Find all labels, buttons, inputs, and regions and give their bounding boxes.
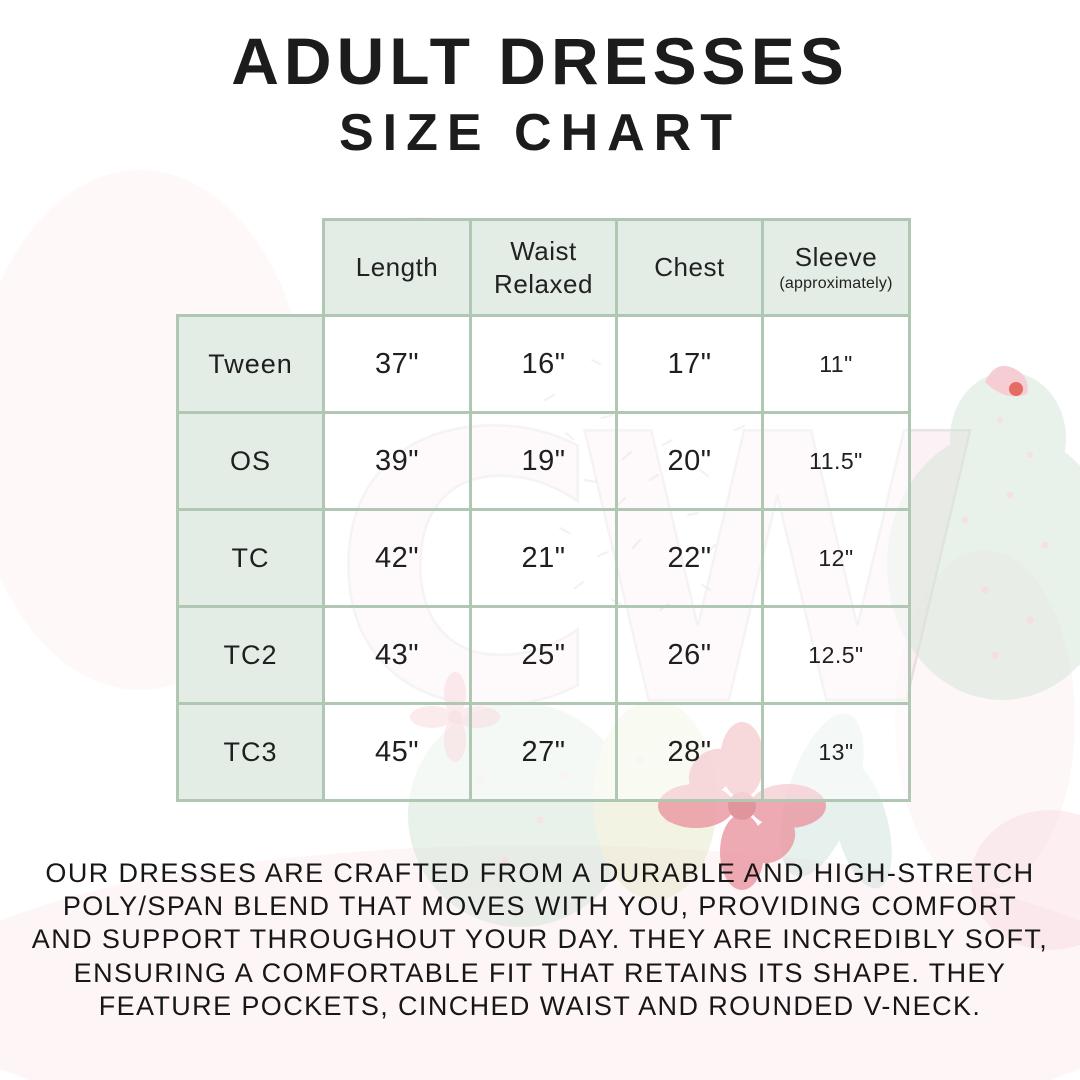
table-cell: 11" xyxy=(761,314,911,414)
table-row-os: OS 39" 19" 20" 11.5" xyxy=(176,411,911,511)
table-cell: 17" xyxy=(615,314,764,414)
column-header-label: Waist Relaxed xyxy=(494,236,593,299)
table-cell: 42" xyxy=(322,508,472,608)
product-description: OUR DRESSES ARE CRAFTED FROM A DURABLE A… xyxy=(25,857,1055,1023)
row-label: OS xyxy=(176,411,325,511)
page-subtitle: SIZE CHART xyxy=(339,103,741,162)
column-header-sleeve: Sleeve (approximately) xyxy=(761,218,911,317)
row-label: TC xyxy=(176,508,325,608)
corner-cell xyxy=(178,220,324,316)
table-cell: 13" xyxy=(761,702,911,802)
table-cell: 22" xyxy=(615,508,764,608)
table-cell: 20" xyxy=(615,411,764,511)
column-header-length: Length xyxy=(322,218,472,317)
table-cell: 28" xyxy=(615,702,764,802)
red-accent-dot xyxy=(1009,382,1023,396)
size-chart-table: Length Waist Relaxed Chest Sleeve (appro… xyxy=(176,218,911,802)
page-title: ADULT DRESSES xyxy=(231,24,849,98)
table-cell: 12.5" xyxy=(761,605,911,705)
description-line: OUR DRESSES ARE CRAFTED FROM A DURABLE A… xyxy=(45,858,1035,888)
table-cell: 21" xyxy=(469,508,618,608)
table-row-tc2: TC2 43" 25" 26" 12.5" xyxy=(176,605,911,705)
cactus-right xyxy=(887,365,1080,700)
description-line: AND SUPPORT THROUGHOUT YOUR DAY. THEY AR… xyxy=(31,924,1049,955)
table-row-tween: Tween 37" 16" 17" 11" xyxy=(176,314,911,414)
table-cell: 26" xyxy=(615,605,764,705)
table-cell: 11.5" xyxy=(761,411,911,511)
table-cell: 12" xyxy=(761,508,911,608)
table-cell: 27" xyxy=(469,702,618,802)
column-header-label: Sleeve xyxy=(794,241,878,272)
column-header-label: Chest xyxy=(654,252,725,283)
table-row-tc: TC 42" 21" 22" 12" xyxy=(176,508,911,608)
column-header-chest: Chest xyxy=(615,218,764,317)
table-cell: 19" xyxy=(469,411,618,511)
description-line: ENSURING A COMFORTABLE FIT THAT RETAINS … xyxy=(73,957,1007,988)
table-cell: 16" xyxy=(469,314,618,414)
description-line: FEATURE POCKETS, CINCHED WAIST AND ROUND… xyxy=(98,990,982,1021)
table-cell: 25" xyxy=(469,605,618,705)
table-cell: 45" xyxy=(322,702,472,802)
table-cell: 39" xyxy=(322,411,472,511)
column-header-waist-relaxed: Waist Relaxed xyxy=(469,218,618,317)
table-cell: 43" xyxy=(322,605,472,705)
row-label: Tween xyxy=(176,314,325,414)
column-header-label: Length xyxy=(355,252,439,283)
cactus-flower-icon xyxy=(985,365,1028,397)
column-header-sublabel: (approximately) xyxy=(779,275,893,293)
table-cell: 37" xyxy=(322,314,472,414)
description-line: POLY/SPAN BLEND THAT MOVES WITH YOU, PRO… xyxy=(62,891,1018,922)
table-row-tc3: TC3 45" 27" 28" 13" xyxy=(176,702,911,802)
pink-wash-blob xyxy=(895,550,1075,890)
row-label: TC3 xyxy=(176,702,325,802)
row-label: TC2 xyxy=(176,605,325,705)
header-row: Length Waist Relaxed Chest Sleeve (appro… xyxy=(178,218,911,317)
title-block: ADULT DRESSES SIZE CHART xyxy=(0,24,1080,164)
